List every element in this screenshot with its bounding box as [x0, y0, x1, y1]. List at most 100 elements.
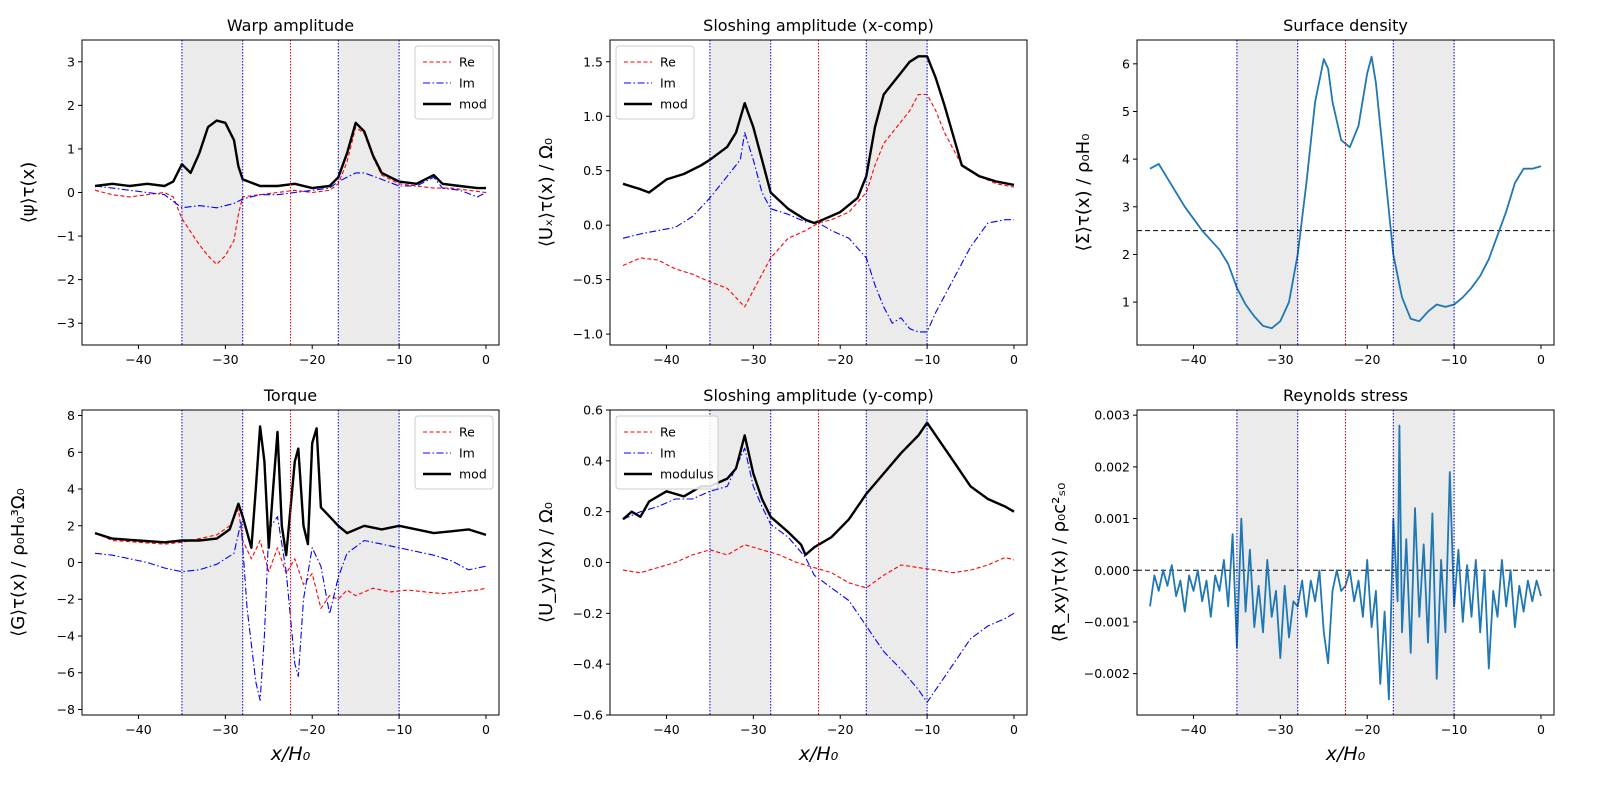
series-im-line: [622, 447, 1015, 703]
legend: Re Im mod: [414, 45, 494, 120]
x-tick-label: −10: [1441, 352, 1467, 367]
shaded-band: [181, 410, 243, 715]
legend-label: Re: [459, 55, 475, 70]
series-re-line: [622, 93, 1015, 308]
chart-title: Sloshing amplitude (x-comp): [703, 16, 934, 35]
y-tick-label: 1: [67, 141, 75, 156]
series-re-line: [94, 126, 487, 265]
y-tick-label: 0: [67, 555, 75, 570]
y-tick-label: −4: [57, 628, 75, 643]
series-mod-line: [94, 425, 487, 557]
legend-label: Im: [459, 446, 475, 461]
legend-label: mod: [459, 97, 487, 112]
series-re-line: [622, 544, 1015, 589]
y-axis-label: ⟨R_xy⟩τ(x) / ρ₀c²ₛ₀: [1049, 483, 1070, 643]
y-tick-label: 0.6: [583, 403, 603, 418]
y-tick-label: −0.002: [1084, 666, 1130, 681]
x-tick-label: −10: [386, 352, 412, 367]
x-tick-label: −40: [125, 722, 151, 737]
x-tick-label: −40: [1180, 722, 1206, 737]
shaded-band: [181, 40, 243, 345]
x-tick-label: −20: [827, 722, 853, 737]
legend: Re Im mod: [414, 415, 494, 490]
series-im-line: [94, 516, 487, 701]
shaded-band: [338, 40, 400, 345]
shaded-band: [709, 410, 771, 715]
series-σ-line: [1149, 55, 1542, 330]
x-tick-label: 0: [482, 352, 490, 367]
y-tick-label: −0.2: [573, 606, 603, 621]
legend-label: modulus: [660, 467, 714, 482]
legend-label: Im: [660, 446, 676, 461]
x-tick-label: −30: [740, 722, 766, 737]
y-tick-label: 1.0: [583, 109, 603, 124]
chart-title: Warp amplitude: [227, 16, 354, 35]
x-tick-label: 0: [1537, 722, 1545, 737]
y-tick-label: 3: [1122, 199, 1130, 214]
y-tick-label: −3: [57, 316, 75, 331]
series-re-line: [94, 508, 487, 609]
legend-label: Re: [660, 55, 676, 70]
y-tick-label: 0.0: [583, 218, 603, 233]
chart-title: Reynolds stress: [1283, 386, 1408, 405]
y-tick-label: 0.4: [583, 453, 603, 468]
shaded-band: [1393, 40, 1455, 345]
chart-title: Surface density: [1283, 16, 1408, 35]
x-tick-label: −10: [386, 722, 412, 737]
panel-slosh_y: −40 −30 −20 −10 0 −0.6 −0.4 −0.2 0.0 0.2 0.4 0.6 Slo…: [536, 386, 1028, 765]
y-tick-label: 0.002: [1094, 459, 1130, 474]
y-tick-label: −0.001: [1084, 614, 1130, 629]
series-modulus-line: [622, 421, 1015, 557]
legend: Re Im mod: [615, 45, 695, 120]
x-tick-label: −30: [740, 352, 766, 367]
x-tick-label: −40: [125, 352, 151, 367]
shaded-band: [866, 40, 928, 345]
y-tick-label: 4: [67, 482, 75, 497]
x-axis-label: x/H₀: [798, 743, 839, 765]
y-tick-label: −1.0: [573, 327, 603, 342]
y-tick-label: −6: [57, 665, 75, 680]
y-tick-label: −2: [57, 592, 75, 607]
x-tick-label: −10: [914, 722, 940, 737]
y-tick-label: −2: [57, 272, 75, 287]
x-tick-label: −30: [1267, 722, 1293, 737]
shaded-band: [1236, 40, 1298, 345]
legend-box: [615, 415, 719, 490]
y-tick-label: 0.0: [583, 555, 603, 570]
panel-torque: −40 −30 −20 −10 0−8−6−4−202468Torque⟨G⟩τ(x) …: [8, 386, 500, 765]
shaded-band: [709, 40, 771, 345]
x-tick-label: −30: [212, 722, 238, 737]
y-tick-label: 6: [1122, 56, 1130, 71]
series-rxy-line: [1149, 424, 1542, 701]
legend-box: [414, 45, 494, 120]
legend-label: Im: [459, 76, 475, 91]
x-tick-label: −20: [1354, 722, 1380, 737]
y-tick-label: 4: [1122, 152, 1130, 167]
legend: Re Im modulus: [615, 415, 719, 490]
y-tick-label: 2: [67, 98, 75, 113]
y-tick-label: 0.2: [583, 504, 603, 519]
y-tick-label: 8: [67, 408, 75, 423]
x-tick-label: −30: [212, 352, 238, 367]
y-tick-label: 2: [1122, 247, 1130, 262]
y-tick-label: −0.6: [573, 708, 603, 723]
y-tick-label: −0.4: [573, 657, 603, 672]
axes-frame: [1136, 39, 1555, 346]
y-tick-label: 2: [67, 518, 75, 533]
x-tick-label: 0: [1537, 352, 1545, 367]
x-tick-label: −10: [1441, 722, 1467, 737]
x-tick-label: −20: [827, 352, 853, 367]
y-tick-label: −1: [57, 229, 75, 244]
y-tick-label: 0.001: [1094, 511, 1130, 526]
x-tick-label: 0: [482, 722, 490, 737]
x-tick-label: −30: [1267, 352, 1293, 367]
panel-slosh_x: −40 −30 −20 −10 0 −1.0 −0.5 0.0 0.5 1.0 1.5 Sloshin…: [536, 16, 1028, 367]
legend-label: mod: [459, 467, 487, 482]
legend-label: Re: [459, 425, 475, 440]
y-axis-label: ⟨ψ⟩τ(x): [18, 162, 39, 223]
x-tick-label: −20: [1354, 352, 1380, 367]
chart-title: Sloshing amplitude (y-comp): [703, 386, 933, 405]
shaded-band: [866, 410, 928, 715]
